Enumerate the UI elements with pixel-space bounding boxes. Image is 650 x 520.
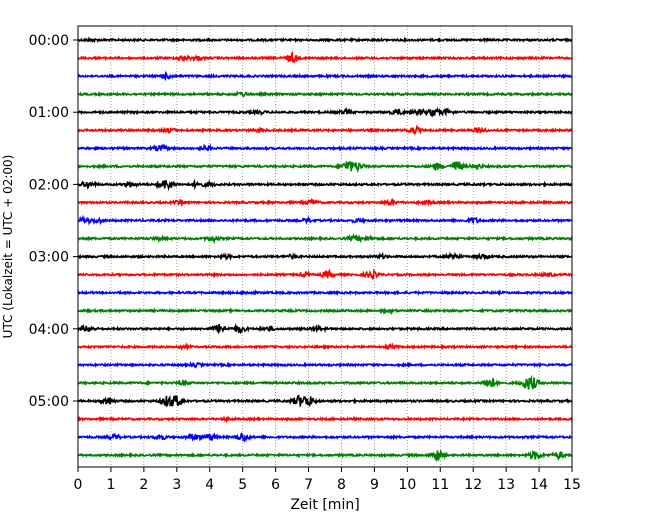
x-tick-label: 5 bbox=[238, 477, 247, 493]
x-tick-label: 14 bbox=[530, 477, 548, 493]
trace-row-0030 bbox=[77, 70, 573, 82]
y-tick-label: 01:00 bbox=[29, 105, 69, 121]
trace-row-0515 bbox=[77, 415, 573, 424]
x-tick-label: 0 bbox=[74, 477, 83, 493]
x-tick-label: 10 bbox=[398, 477, 416, 493]
trace-row-0415 bbox=[77, 341, 573, 351]
trace-row-0315 bbox=[77, 268, 573, 280]
x-tick-label: 6 bbox=[271, 477, 280, 493]
trace-row-0500 bbox=[77, 394, 573, 408]
y-tick-label: 00:00 bbox=[29, 33, 69, 49]
y-tick-label: 03:00 bbox=[29, 250, 69, 266]
trace-row-0045 bbox=[77, 90, 573, 98]
trace-row-0345 bbox=[77, 307, 573, 316]
trace-row-0145 bbox=[77, 160, 573, 174]
trace-row-0245 bbox=[77, 232, 573, 245]
trace-row-0445 bbox=[77, 374, 573, 390]
trace-row-0115 bbox=[77, 124, 573, 136]
plot-frame bbox=[77, 25, 573, 468]
trace-row-0530 bbox=[77, 432, 573, 443]
x-tick-label: 3 bbox=[172, 477, 181, 493]
seismic-traces bbox=[77, 36, 573, 462]
trace-row-0330 bbox=[77, 289, 573, 297]
x-tick-label: 2 bbox=[139, 477, 148, 493]
trace-row-0000 bbox=[77, 36, 573, 44]
y-tick-label: 05:00 bbox=[29, 394, 69, 410]
y-axis: 00:00 01:00 02:00 03:00 04:00 05:00 bbox=[29, 33, 78, 410]
y-tick-label: 02:00 bbox=[29, 177, 69, 193]
y-axis-label: UTC (Lokalzeit = UTC + 02:00) bbox=[1, 155, 15, 339]
trace-row-0130 bbox=[77, 143, 573, 152]
trace-row-0300 bbox=[77, 251, 573, 262]
trace-row-0215 bbox=[77, 197, 573, 208]
x-tick-label: 9 bbox=[370, 477, 379, 493]
x-tick-label: 11 bbox=[431, 477, 449, 493]
x-tick-label: 4 bbox=[205, 477, 214, 493]
x-axis: 0 1 2 3 4 5 6 7 8 9 10 11 12 13 14 15 bbox=[74, 467, 581, 493]
trace-row-0015 bbox=[77, 50, 573, 64]
x-tick-label: 15 bbox=[563, 477, 581, 493]
x-tick-label: 12 bbox=[464, 477, 482, 493]
trace-row-0545 bbox=[77, 448, 573, 462]
x-tick-label: 8 bbox=[337, 477, 346, 493]
trace-row-0230 bbox=[77, 214, 573, 226]
x-tick-label: 7 bbox=[304, 477, 313, 493]
x-axis-label: Zeit [min] bbox=[290, 497, 359, 513]
x-tick-label: 1 bbox=[106, 477, 115, 493]
trace-row-0430 bbox=[77, 360, 573, 369]
y-tick-label: 04:00 bbox=[29, 322, 69, 338]
trace-row-0400 bbox=[77, 322, 573, 335]
x-tick-label: 13 bbox=[497, 477, 515, 493]
trace-row-0100 bbox=[77, 106, 573, 118]
trace-row-0200 bbox=[77, 178, 573, 192]
